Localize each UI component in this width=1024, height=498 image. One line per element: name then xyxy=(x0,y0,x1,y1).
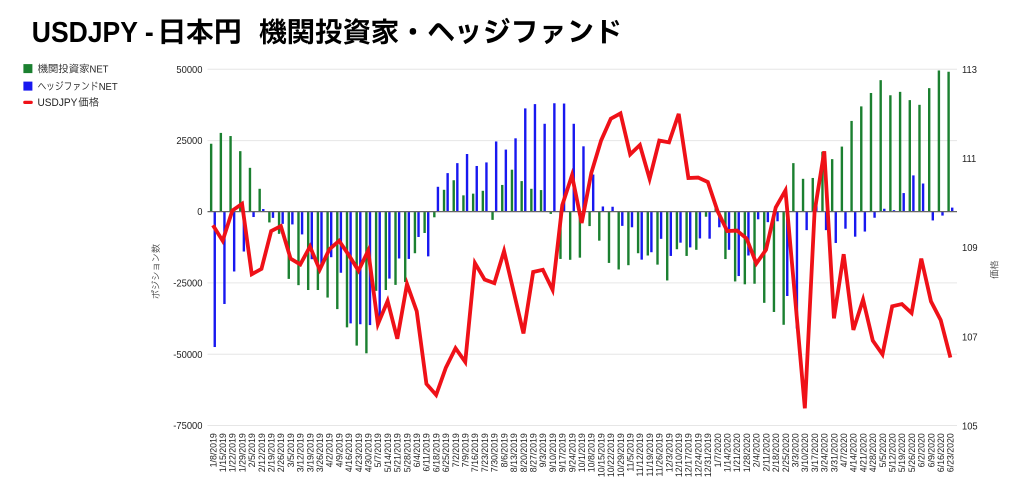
svg-text:1/15/2019: 1/15/2019 xyxy=(218,433,228,472)
svg-text:8/27/2019: 8/27/2019 xyxy=(528,433,538,472)
svg-text:12/17/2019: 12/17/2019 xyxy=(683,433,693,477)
svg-text:1/28/2020: 1/28/2020 xyxy=(742,433,752,472)
svg-text:5/28/2019: 5/28/2019 xyxy=(402,433,412,472)
svg-text:113: 113 xyxy=(962,65,977,76)
svg-text:5/26/2020: 5/26/2020 xyxy=(907,433,917,472)
svg-text:10/22/2019: 10/22/2019 xyxy=(606,433,616,477)
svg-text:105: 105 xyxy=(962,421,978,432)
svg-text:2/11/2020: 2/11/2020 xyxy=(761,433,771,471)
svg-text:6/11/2019: 6/11/2019 xyxy=(421,433,431,471)
svg-text:50000: 50000 xyxy=(176,65,203,76)
svg-text:6/25/2019: 6/25/2019 xyxy=(441,433,451,472)
svg-text:4/16/2019: 4/16/2019 xyxy=(344,433,354,472)
svg-text:6/18/2019: 6/18/2019 xyxy=(431,433,441,472)
svg-text:3/5/2019: 3/5/2019 xyxy=(286,433,296,467)
svg-text:12/31/2019: 12/31/2019 xyxy=(703,433,713,477)
svg-text:3/19/2019: 3/19/2019 xyxy=(305,433,315,472)
svg-text:-25000: -25000 xyxy=(173,278,203,289)
svg-text:5/21/2019: 5/21/2019 xyxy=(392,433,402,472)
svg-text:5/12/2020: 5/12/2020 xyxy=(887,433,897,472)
svg-text:4/30/2019: 4/30/2019 xyxy=(363,433,373,472)
svg-text:11/19/2019: 11/19/2019 xyxy=(645,433,655,476)
svg-text:3/12/2019: 3/12/2019 xyxy=(295,433,305,472)
svg-text:3/17/2020: 3/17/2020 xyxy=(810,433,820,472)
svg-text:5/14/2019: 5/14/2019 xyxy=(383,433,393,472)
svg-text:5/7/2019: 5/7/2019 xyxy=(373,433,383,467)
svg-text:NET: NET xyxy=(99,82,118,93)
svg-text:10/8/2019: 10/8/2019 xyxy=(586,433,596,472)
svg-text:-50000: -50000 xyxy=(173,349,203,360)
svg-text:25000: 25000 xyxy=(176,136,203,147)
svg-text:7/16/2019: 7/16/2019 xyxy=(470,433,480,472)
svg-text:1/8/2019: 1/8/2019 xyxy=(208,433,218,467)
svg-text:2/4/2020: 2/4/2020 xyxy=(751,433,761,467)
svg-text:2/18/2020: 2/18/2020 xyxy=(771,433,781,472)
svg-text:2/26/2019: 2/26/2019 xyxy=(276,433,286,472)
svg-text:1/14/2020: 1/14/2020 xyxy=(722,433,732,472)
svg-text:12/10/2019: 12/10/2019 xyxy=(674,433,684,477)
svg-text:111: 111 xyxy=(962,154,976,165)
svg-text:5/5/2020: 5/5/2020 xyxy=(877,433,887,467)
svg-text:1/22/2019: 1/22/2019 xyxy=(227,433,237,472)
svg-text:4/21/2020: 4/21/2020 xyxy=(858,433,868,472)
svg-text:3/24/2020: 3/24/2020 xyxy=(819,433,829,472)
svg-text:4/9/2019: 4/9/2019 xyxy=(334,433,344,467)
svg-text:109: 109 xyxy=(962,243,978,254)
svg-text:12/24/2019: 12/24/2019 xyxy=(693,433,703,477)
svg-text:12/3/2019: 12/3/2019 xyxy=(664,433,674,472)
svg-text:2/5/2019: 2/5/2019 xyxy=(247,433,257,467)
svg-text:4/28/2020: 4/28/2020 xyxy=(868,433,878,472)
svg-text:2/12/2019: 2/12/2019 xyxy=(256,433,266,472)
svg-text:10/15/2019: 10/15/2019 xyxy=(596,433,606,477)
svg-text:NET: NET xyxy=(90,64,109,75)
svg-text:-75000: -75000 xyxy=(173,421,203,432)
svg-text:8/13/2019: 8/13/2019 xyxy=(509,433,519,472)
svg-text:9/24/2019: 9/24/2019 xyxy=(567,433,577,472)
svg-text:9/10/2019: 9/10/2019 xyxy=(548,433,558,472)
svg-text:6/9/2020: 6/9/2020 xyxy=(926,433,936,467)
svg-text:4/7/2020: 4/7/2020 xyxy=(839,433,849,467)
svg-text:USDJPY: USDJPY xyxy=(38,97,78,109)
svg-text:7/30/2019: 7/30/2019 xyxy=(489,433,499,472)
svg-text:11/12/2019: 11/12/2019 xyxy=(635,433,645,476)
svg-text:6/4/2019: 6/4/2019 xyxy=(412,433,422,467)
svg-text:2/19/2019: 2/19/2019 xyxy=(266,433,276,472)
svg-text:3/10/2020: 3/10/2020 xyxy=(800,433,810,472)
svg-text:11/26/2019: 11/26/2019 xyxy=(654,433,664,476)
svg-text:2/25/2020: 2/25/2020 xyxy=(780,433,790,472)
svg-text:9/3/2019: 9/3/2019 xyxy=(538,433,548,467)
svg-text:7/9/2019: 7/9/2019 xyxy=(460,433,470,467)
svg-text:9/17/2019: 9/17/2019 xyxy=(557,433,567,472)
svg-text:4/23/2019: 4/23/2019 xyxy=(354,433,364,472)
svg-text:3/31/2020: 3/31/2020 xyxy=(829,433,839,472)
svg-text:6/23/2020: 6/23/2020 xyxy=(945,433,955,472)
svg-text:11/5/2019: 11/5/2019 xyxy=(625,433,635,471)
svg-text:10/29/2019: 10/29/2019 xyxy=(616,433,626,477)
svg-text:USDJPY -: USDJPY - xyxy=(32,16,154,48)
svg-text:4/2/2019: 4/2/2019 xyxy=(324,433,334,467)
svg-text:3/3/2020: 3/3/2020 xyxy=(790,433,800,467)
svg-text:1/7/2020: 1/7/2020 xyxy=(713,433,723,467)
svg-text:8/6/2019: 8/6/2019 xyxy=(499,433,509,467)
svg-text:7/23/2019: 7/23/2019 xyxy=(480,433,490,472)
svg-text:8/20/2019: 8/20/2019 xyxy=(518,433,528,472)
svg-text:3/26/2019: 3/26/2019 xyxy=(315,433,325,472)
svg-text:7/2/2019: 7/2/2019 xyxy=(451,433,461,467)
svg-text:107: 107 xyxy=(962,332,978,343)
svg-text:6/16/2020: 6/16/2020 xyxy=(936,433,946,472)
svg-text:10/1/2019: 10/1/2019 xyxy=(577,433,587,472)
svg-text:1/21/2020: 1/21/2020 xyxy=(732,433,742,472)
svg-text:0: 0 xyxy=(197,207,203,218)
svg-text:5/19/2020: 5/19/2020 xyxy=(897,433,907,472)
svg-text:4/14/2020: 4/14/2020 xyxy=(848,433,858,472)
svg-text:1/29/2019: 1/29/2019 xyxy=(237,433,247,472)
svg-text:6/2/2020: 6/2/2020 xyxy=(916,433,926,467)
